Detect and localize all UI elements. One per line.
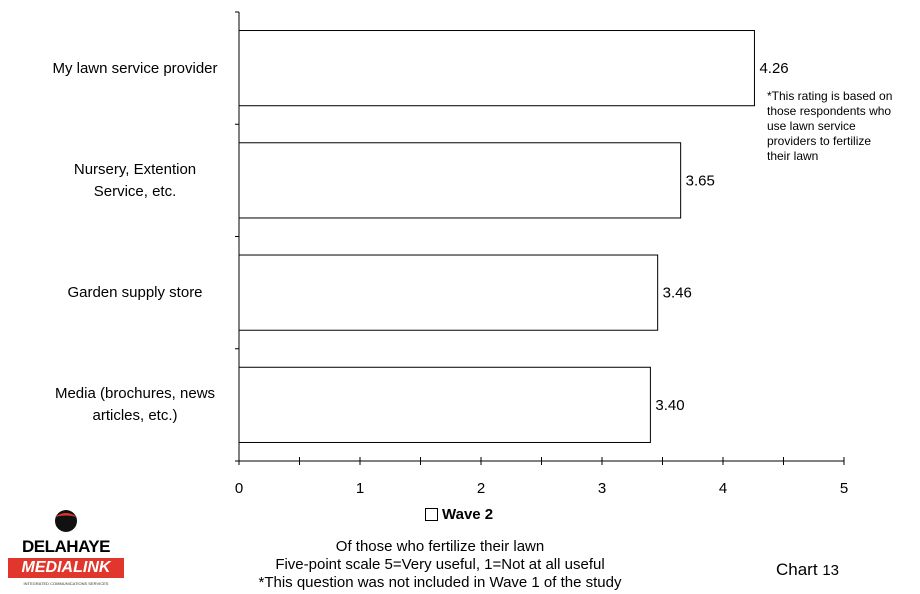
legend: Wave 2 [425,506,493,523]
category-label-2: Nursery, Extention Service, etc. [73,161,197,200]
footnote-line-1: Of those who fertilize their lawn [335,538,545,555]
x-tick-label: 1 [356,480,364,497]
chart-number: Chart 13 [776,560,839,580]
bar [238,254,659,331]
x-tick-label: 5 [840,480,848,497]
logo-tagline: INTEGRATED COMMUNICATIONS SERVICES [23,581,109,586]
footnote-line-2: Five-point scale 5=Very useful, 1=Not at… [275,556,605,573]
bar [238,366,651,443]
bar-value-label: 4.26 [759,60,788,77]
legend-label: Wave 2 [442,506,494,523]
logo-wordmark-top: DELAHAYE [22,537,110,556]
bar-value-label: 3.65 [686,172,715,189]
bar [238,30,755,107]
footnote-line-3: *This question was not included in Wave … [258,574,622,591]
bar-value-label: 3.46 [663,285,692,302]
footnote-annotation: *This rating is based on those responden… [767,89,893,163]
x-tick-label: 0 [235,480,243,497]
bar [238,142,682,219]
category-label-4: Media (brochures, news articles, etc.) [54,385,216,424]
category-label-3: Garden supply store [67,284,203,301]
logo-icon [55,510,77,532]
footnotes: Of those who fertilize their lawn Five-p… [230,538,650,592]
company-logo: DELAHAYE MEDIALINK INTEGRATED COMMUNICAT… [8,503,126,591]
chart-word: Chart [776,560,818,579]
x-tick-label: 3 [598,480,606,497]
bar-value-label: 3.40 [655,397,684,414]
x-tick-label: 4 [719,480,727,497]
legend-swatch [425,508,438,521]
category-label-1: My lawn service provider [52,60,218,77]
x-tick-label: 2 [477,480,485,497]
chart-num: 13 [822,562,839,579]
logo-wordmark-bottom: MEDIALINK [8,558,124,578]
